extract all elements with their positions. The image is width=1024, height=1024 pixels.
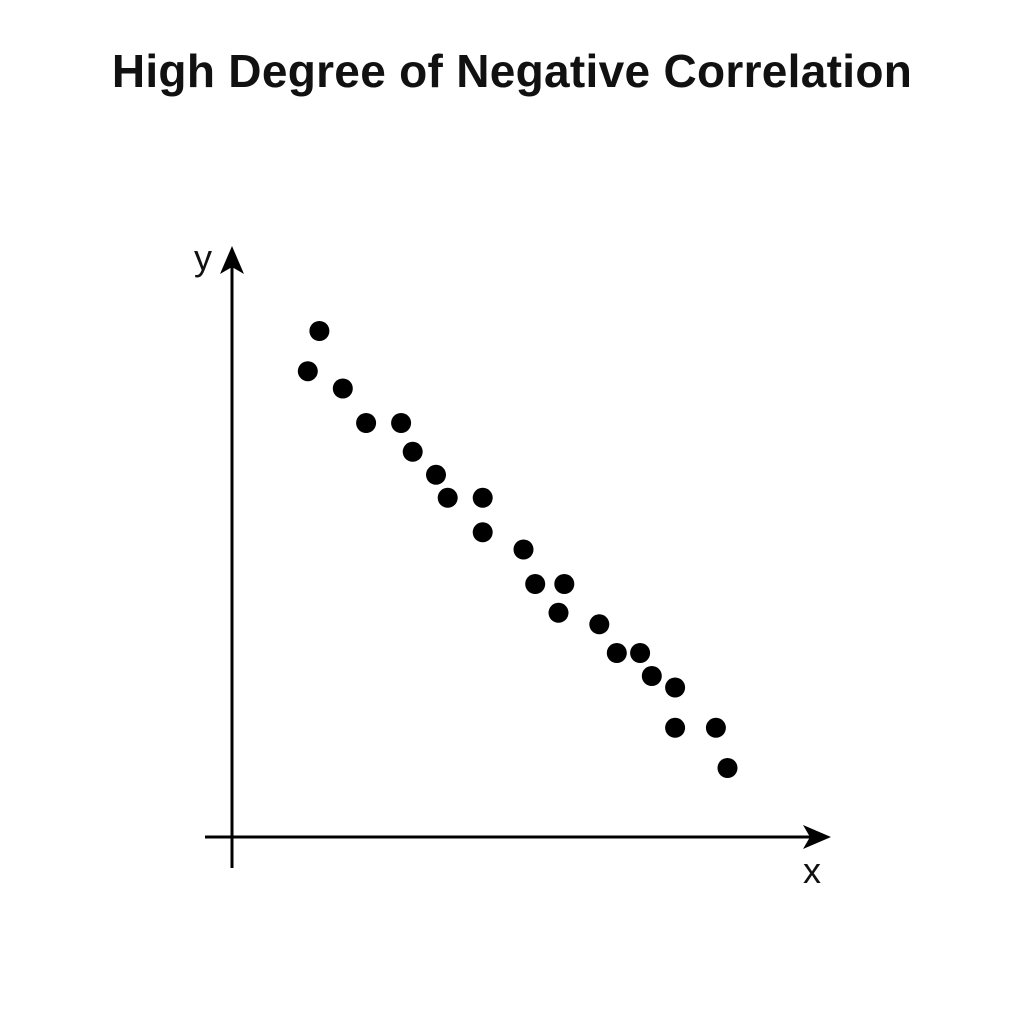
y-axis-arrow-icon: [220, 246, 244, 274]
data-point-4: [356, 413, 377, 433]
data-point-14: [548, 602, 569, 623]
x-axis-label: x: [803, 850, 821, 891]
data-point-22: [717, 758, 738, 778]
data-point-10: [472, 522, 493, 543]
data-point-15: [589, 614, 610, 635]
x-axis-arrow-icon: [803, 825, 831, 849]
data-point-6: [402, 441, 423, 462]
data-point-18: [641, 666, 662, 686]
data-point-9: [472, 487, 493, 508]
data-point-5: [391, 413, 412, 433]
chart-title: High Degree of Negative Correlation: [111, 45, 913, 97]
data-point-17: [630, 643, 651, 663]
data-point-1: [309, 321, 330, 341]
data-point-13: [554, 574, 575, 594]
data-point-12: [525, 574, 546, 594]
data-point-16: [606, 643, 627, 663]
data-point-11: [513, 539, 534, 560]
data-point-21: [705, 717, 726, 738]
data-points: [297, 321, 738, 778]
data-point-7: [426, 464, 446, 485]
data-point-20: [665, 717, 686, 738]
y-axis-label: y: [194, 237, 212, 278]
data-point-8: [437, 487, 458, 508]
data-point-3: [332, 378, 353, 399]
data-point-2: [297, 361, 318, 382]
data-point-19: [665, 677, 686, 698]
